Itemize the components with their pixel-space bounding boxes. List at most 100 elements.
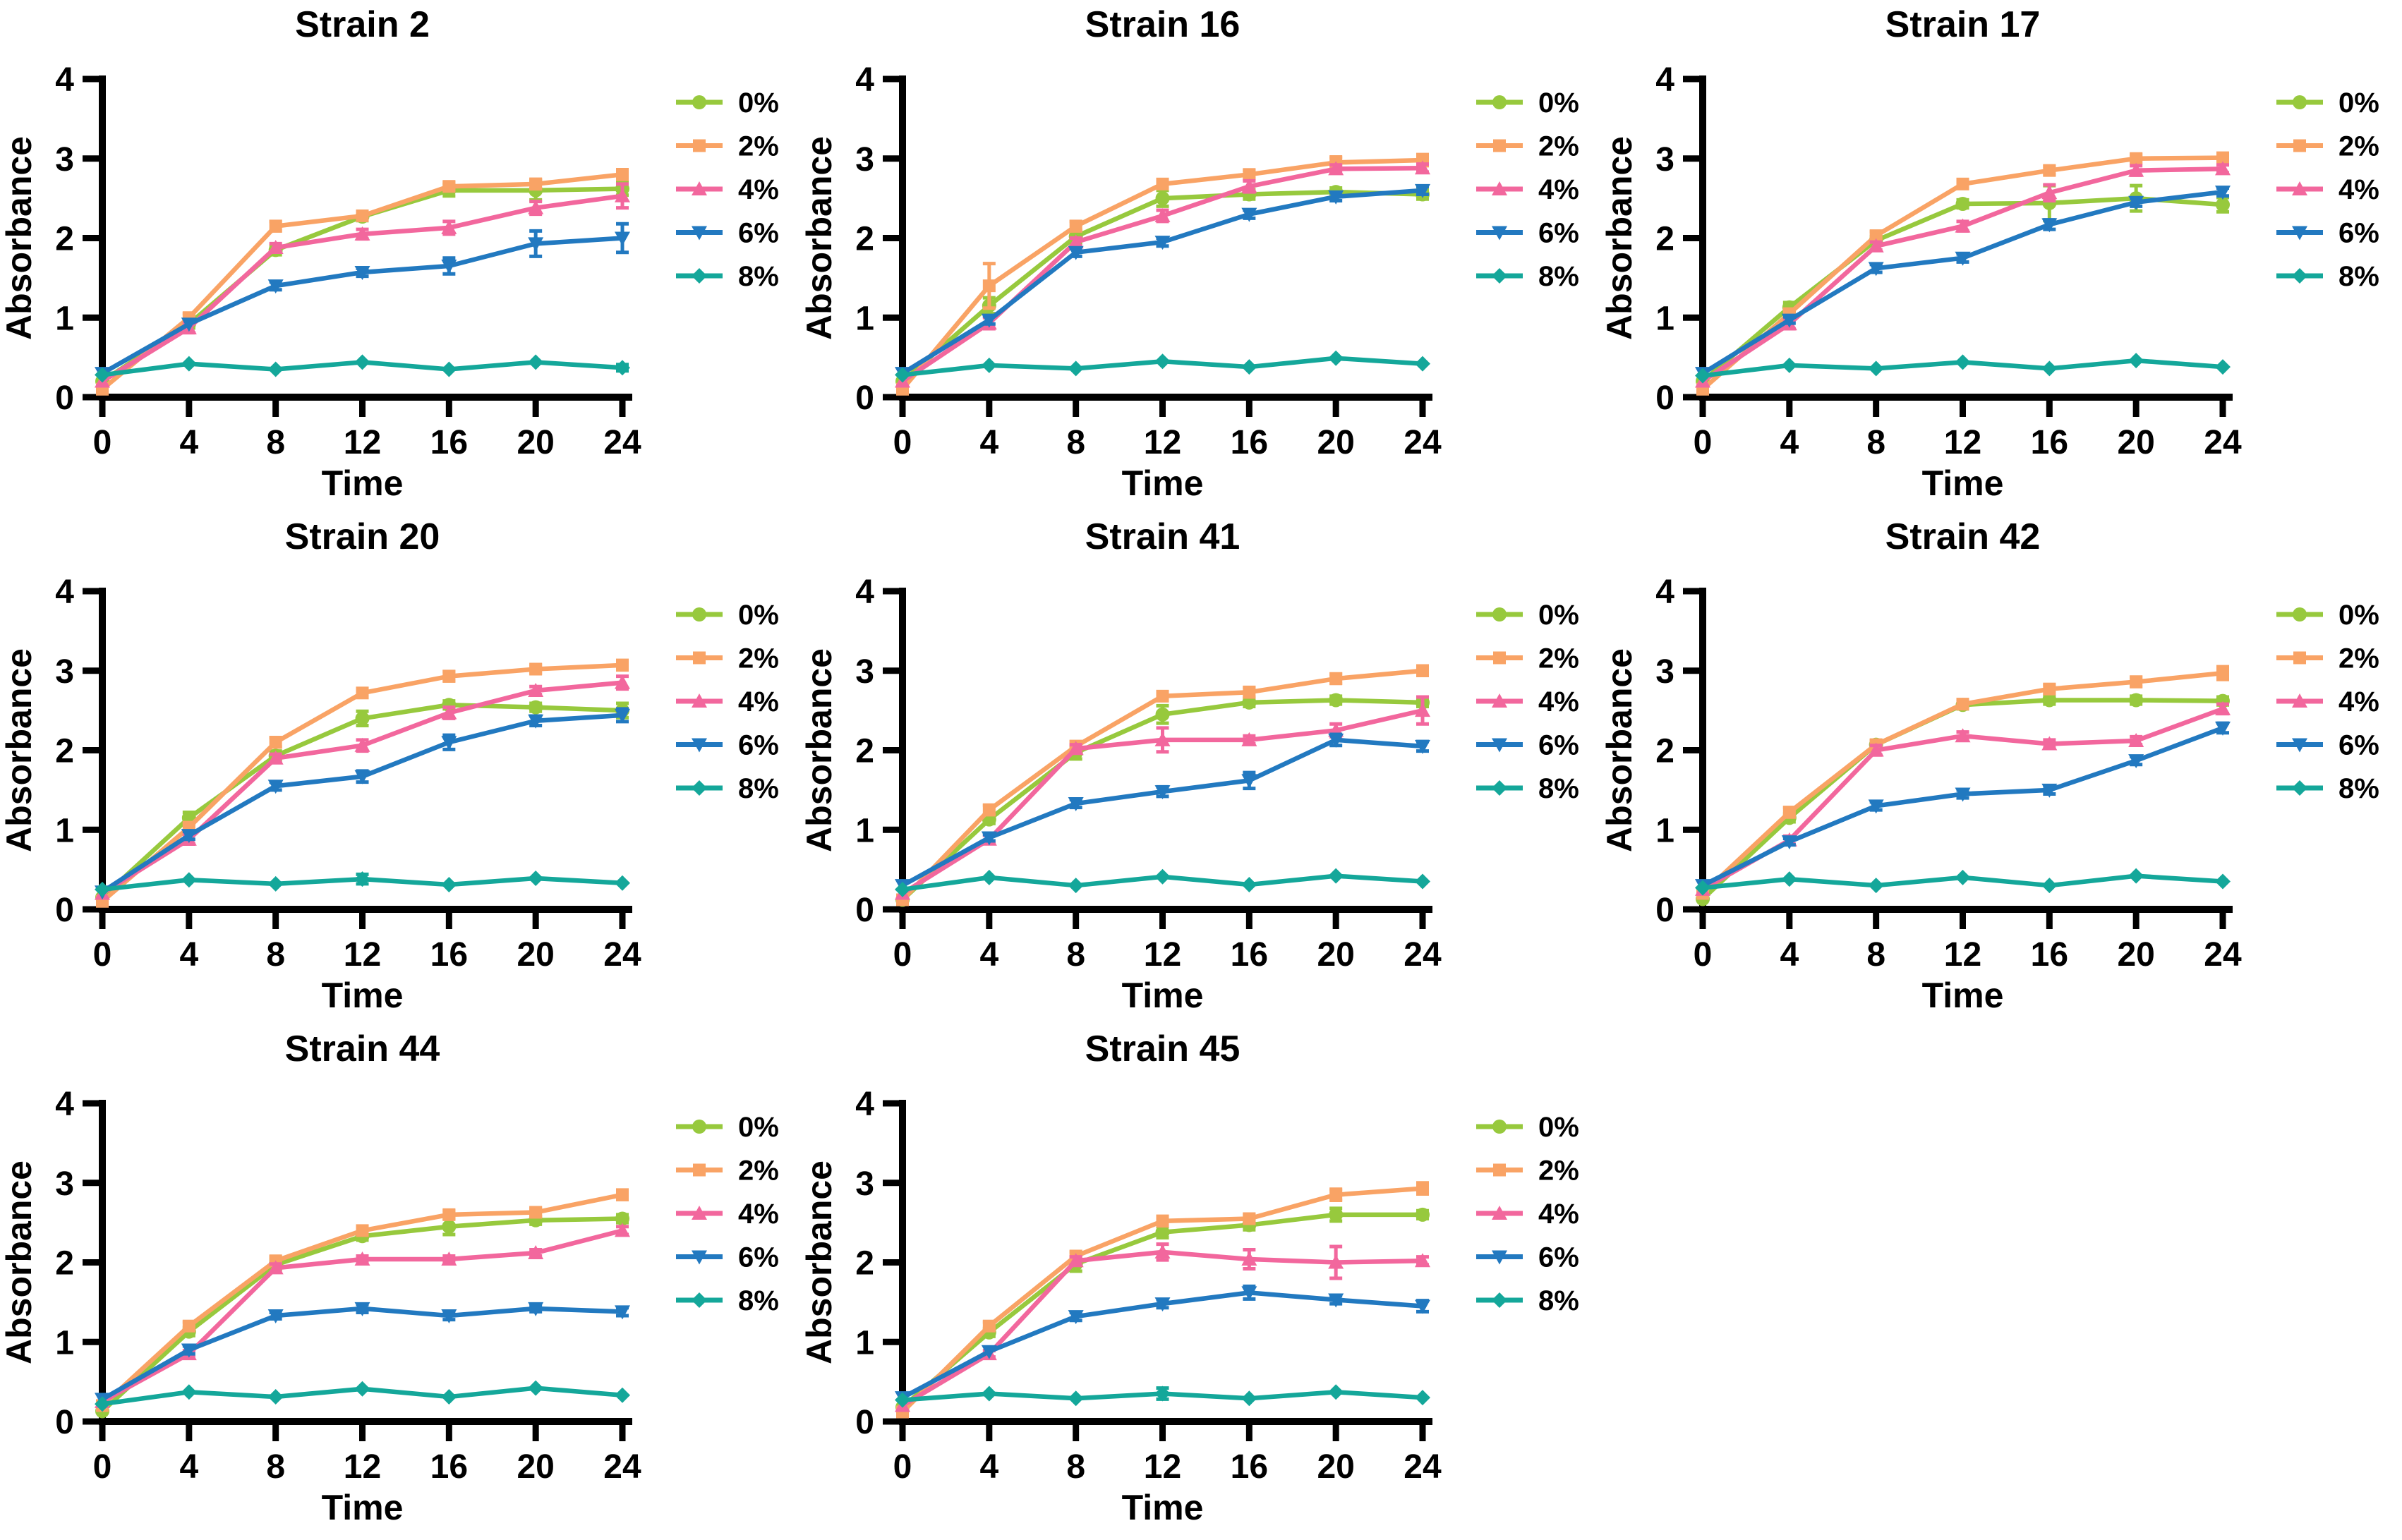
legend-marker-4pct <box>692 1206 707 1220</box>
series-marker-8pct <box>267 1389 284 1405</box>
series-marker-8pct <box>1241 877 1257 893</box>
legend-marker-2pct <box>1493 139 1506 152</box>
y-axis-label: Absorbance <box>0 136 39 340</box>
legend-label: 0% <box>1538 600 1579 631</box>
series-marker-2pct <box>442 180 456 193</box>
legend-marker-4pct <box>692 181 707 195</box>
legend-marker-8pct <box>1492 1292 1507 1308</box>
series-marker-8pct <box>981 869 997 885</box>
series-marker-6pct <box>615 708 630 723</box>
y-tick-label: 4 <box>55 574 74 611</box>
series-marker-6pct <box>354 265 370 280</box>
y-tick-label: 0 <box>855 1404 874 1441</box>
x-tick-label: 0 <box>893 936 912 974</box>
y-tick-label: 2 <box>55 733 74 770</box>
series-marker-6pct <box>267 279 284 294</box>
y-tick-label: 4 <box>855 1086 874 1123</box>
legend-label: 2% <box>2338 131 2379 162</box>
y-tick-label: 3 <box>55 653 74 691</box>
series-marker-8pct <box>1955 869 1971 885</box>
legend-marker-6pct <box>692 226 707 241</box>
legend-marker-8pct <box>1492 780 1507 796</box>
legend-marker-4pct <box>1492 181 1507 195</box>
x-tick-label: 0 <box>893 1448 912 1486</box>
x-tick-label: 4 <box>179 1448 198 1486</box>
series-marker-6pct <box>981 1345 997 1359</box>
x-axis-label: Time <box>1122 463 1204 503</box>
chart-cell-strain-2: Strain 2 0 1 2 3 4 0 4 8 12 16 20 24 Absorbance Time 0%… <box>0 0 800 512</box>
legend-item-4pct: 4% <box>1476 1199 1579 1230</box>
legend-marker-2pct <box>693 651 706 665</box>
y-tick-label: 2 <box>1655 733 1674 770</box>
series-marker-8pct <box>1781 871 1797 887</box>
series-6pct <box>1695 721 2231 894</box>
legend: 0% 2% 4% 6% 8% <box>1476 1112 1579 1316</box>
series-marker-8pct <box>441 361 457 377</box>
chart-cell-strain-45: Strain 45 0 1 2 3 4 0 4 8 12 16 20 24 Absorbance Time 0… <box>799 1024 1600 1536</box>
series-marker-0pct <box>1329 693 1344 708</box>
legend-item-0pct: 0% <box>1476 600 1579 631</box>
legend-marker-8pct <box>692 268 707 284</box>
x-tick-label: 12 <box>1144 424 1181 461</box>
legend-label: 2% <box>1538 643 1579 674</box>
legend-marker-8pct <box>692 780 707 796</box>
x-tick-label: 20 <box>517 424 554 461</box>
legend: 0% 2% 4% 6% 8% <box>676 600 779 804</box>
legend-item-4pct: 4% <box>1476 174 1579 205</box>
legend-marker-0pct <box>1492 95 1507 109</box>
legend-item-0pct: 0% <box>1476 87 1579 119</box>
series-marker-8pct <box>354 354 370 370</box>
x-tick-label: 16 <box>1231 936 1268 974</box>
series-marker-2pct <box>529 1206 543 1219</box>
series-marker-6pct <box>528 1302 544 1316</box>
series-marker-2pct <box>616 168 629 181</box>
series-marker-0pct <box>2216 198 2230 212</box>
series-marker-4pct <box>441 1251 457 1266</box>
series-2pct <box>1696 151 2229 396</box>
y-tick-label: 3 <box>1655 653 1674 691</box>
legend-marker-4pct <box>1492 1206 1507 1220</box>
series-marker-8pct <box>1328 350 1344 366</box>
y-tick-label: 1 <box>55 812 74 849</box>
y-tick-label: 2 <box>855 1245 874 1283</box>
x-tick-label: 4 <box>1780 424 1799 461</box>
series-marker-2pct <box>2216 667 2229 680</box>
series-marker-0pct <box>1155 1225 1170 1239</box>
series-marker-2pct <box>2130 675 2143 689</box>
legend-item-4pct: 4% <box>676 686 779 717</box>
series-marker-8pct <box>1415 873 1430 890</box>
series-marker-4pct <box>1415 160 1430 175</box>
series-marker-6pct <box>1068 797 1084 812</box>
series-marker-8pct <box>895 367 910 383</box>
chart-title: Strain 20 <box>285 516 440 557</box>
legend-marker-8pct <box>2292 268 2307 284</box>
legend-marker-0pct <box>692 1120 706 1134</box>
chart-cell-strain-17: Strain 17 0 1 2 3 4 0 4 8 12 16 20 24 Absorbance Time 0… <box>1600 0 2401 512</box>
y-tick-label: 2 <box>855 733 874 770</box>
series-marker-6pct <box>1415 1299 1430 1314</box>
legend: 0% 2% 4% 6% 8% <box>676 87 779 292</box>
series-marker-8pct <box>441 877 457 893</box>
series-marker-4pct <box>2041 185 2058 200</box>
legend-label: 8% <box>738 1285 779 1316</box>
series-marker-4pct <box>528 682 544 697</box>
legend-label: 6% <box>1538 730 1579 761</box>
series-marker-2pct <box>1956 177 1969 190</box>
series-marker-6pct <box>528 714 544 729</box>
series-marker-6pct <box>1154 785 1171 800</box>
x-tick-label: 20 <box>2117 424 2154 461</box>
series-line-4pct <box>900 1249 1425 1408</box>
legend-marker-2pct <box>1493 651 1506 665</box>
series-marker-6pct <box>1328 1293 1344 1308</box>
series-6pct <box>895 1284 1430 1406</box>
x-tick-label: 12 <box>1144 936 1181 974</box>
legend-label: 4% <box>2338 686 2379 717</box>
legend-marker-6pct <box>692 738 707 753</box>
legend-item-8pct: 8% <box>676 773 779 804</box>
legend-item-0pct: 0% <box>676 87 779 119</box>
series-marker-8pct <box>1415 1390 1430 1406</box>
legend-label: 6% <box>738 1242 779 1273</box>
